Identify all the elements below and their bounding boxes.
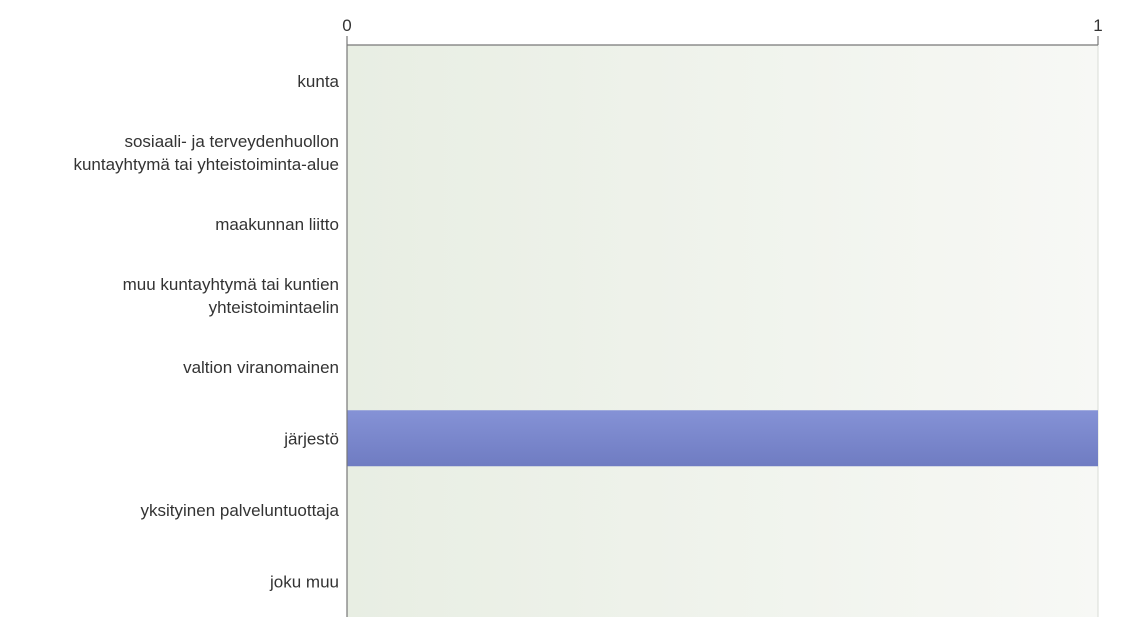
category-label-0: kunta bbox=[297, 72, 339, 91]
x-tick-label-0: 0 bbox=[342, 16, 351, 35]
category-label-2: maakunnan liitto bbox=[215, 215, 339, 234]
category-label-1-line-1: kuntayhtymä tai yhteistoiminta-alue bbox=[73, 155, 339, 174]
bar-5 bbox=[347, 410, 1098, 467]
plot-area bbox=[347, 45, 1098, 617]
category-label-3-line-1: yhteistoimintaelin bbox=[209, 298, 339, 317]
category-label-3-line-0: muu kuntayhtymä tai kuntien bbox=[123, 275, 339, 294]
category-label-6: yksityinen palveluntuottaja bbox=[141, 501, 340, 520]
category-label-4: valtion viranomainen bbox=[183, 358, 339, 377]
x-tick-label-1: 1 bbox=[1093, 16, 1102, 35]
category-label-7: joku muu bbox=[269, 572, 339, 591]
category-label-5: järjestö bbox=[283, 429, 339, 448]
category-label-1-line-0: sosiaali- ja terveydenhuollon bbox=[124, 132, 339, 151]
